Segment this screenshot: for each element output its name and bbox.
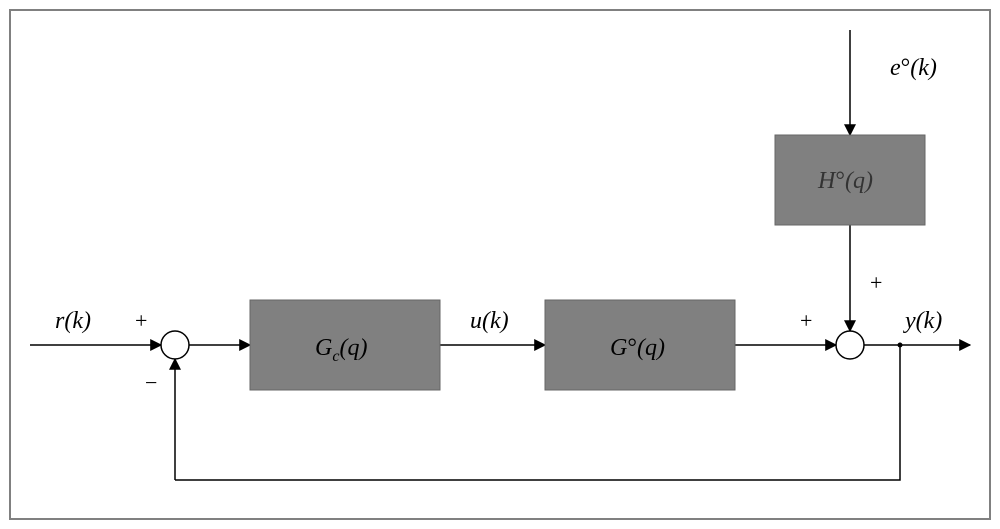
label-Gc-text: Gc(q)	[315, 335, 367, 365]
summer-2	[836, 331, 864, 359]
summer-1	[161, 331, 189, 359]
sign-plus-s1: +	[135, 308, 147, 333]
label-u: u(k)	[470, 308, 509, 334]
label-Ho-text: H°(q)	[817, 168, 873, 194]
label-r: r(k)	[55, 308, 91, 334]
label-Go-text: G°(q)	[610, 335, 665, 361]
sign-minus-s1: −	[145, 370, 157, 395]
diagram-border	[10, 10, 990, 519]
label-y: y(k)	[903, 308, 942, 334]
block-diagram: r(k) + − u(k) + + y(k) e°(k) Gc(q) G°(q)…	[0, 0, 1000, 529]
feedback-tap	[898, 343, 903, 348]
sign-plus-s2-left: +	[800, 308, 812, 333]
sign-plus-s2-top: +	[870, 270, 882, 295]
label-e: e°(k)	[890, 55, 937, 81]
